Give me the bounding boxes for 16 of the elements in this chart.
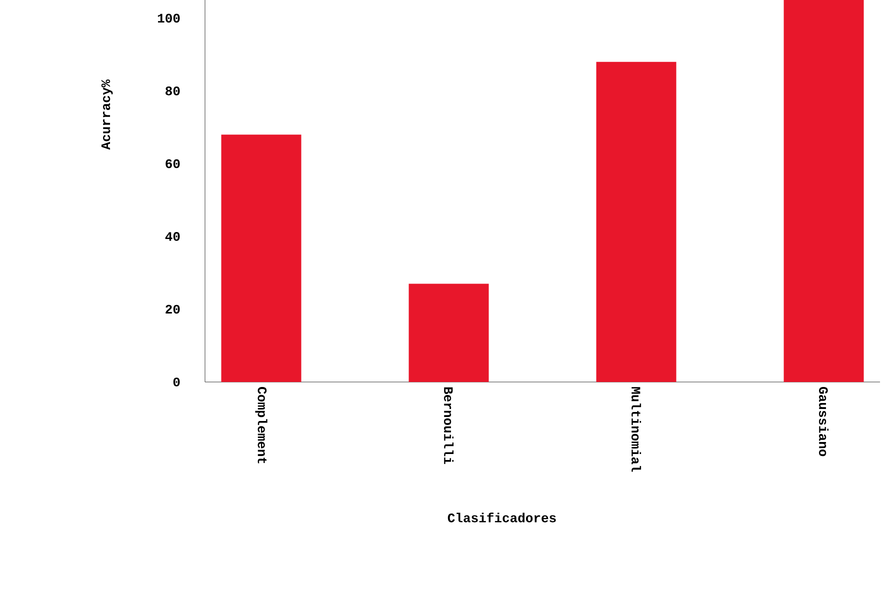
- x-tick-label: Bernouilli: [444, 387, 454, 464]
- bar: [784, 0, 864, 382]
- y-tick-label: 100: [158, 14, 180, 23]
- y-tick-label: 60: [166, 159, 180, 168]
- y-tick-label: 20: [166, 304, 180, 314]
- y-tick-label: 80: [166, 86, 180, 96]
- y-tick-label: 0: [173, 378, 180, 386]
- bar: [221, 134, 302, 382]
- y-tick-label: 40: [165, 232, 180, 241]
- bar: [408, 284, 489, 382]
- x-tick-label: Gaussiano: [818, 387, 829, 456]
- x-tick-label: Multinomial: [631, 387, 642, 472]
- x-tick-label: Complement: [255, 387, 268, 464]
- y-axis-title: Acurracy%: [101, 79, 113, 150]
- x-axis-title: Clasificadores: [448, 512, 556, 522]
- bar: [596, 62, 676, 382]
